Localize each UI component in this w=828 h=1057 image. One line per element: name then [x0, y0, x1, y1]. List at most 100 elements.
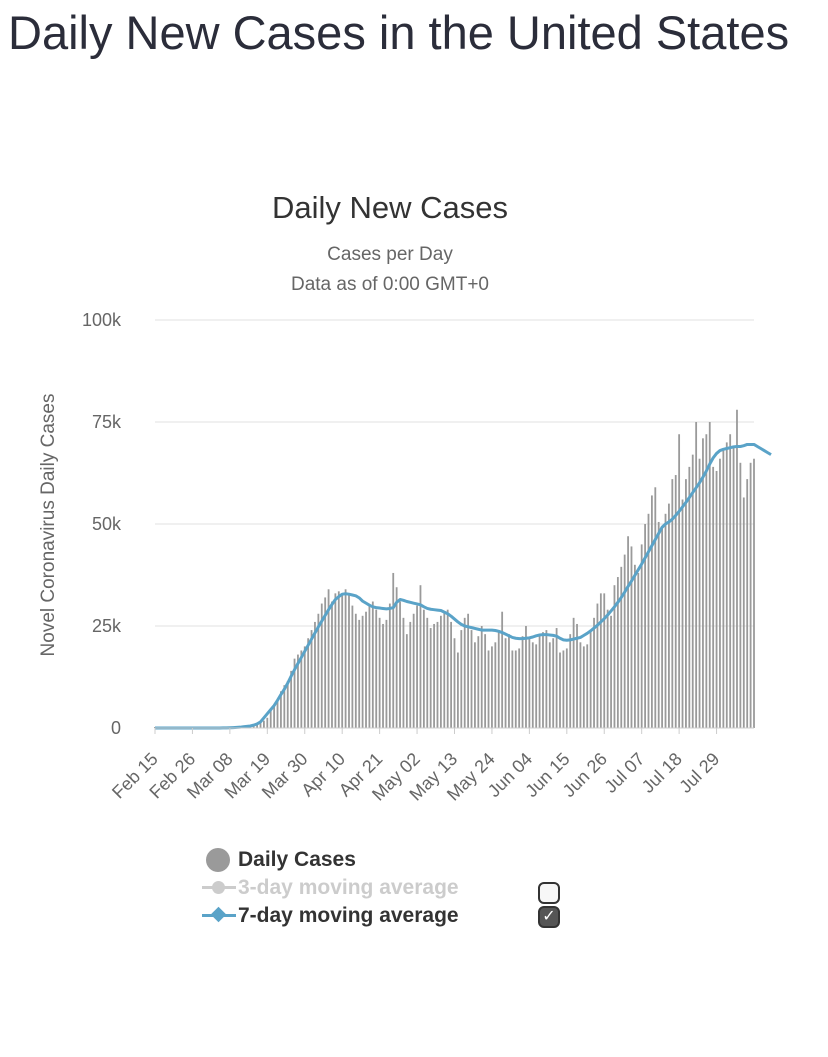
x-tick-label: Jul 29	[675, 749, 723, 797]
checkbox-3-day-average[interactable]	[538, 882, 560, 904]
daily-cases-bar	[426, 617, 429, 728]
chart-subtitle: Cases per Day	[327, 244, 453, 265]
daily-cases-bar	[286, 681, 289, 728]
daily-cases-bar	[708, 422, 711, 728]
legend-item-daily-cases[interactable]: Daily Cases	[200, 846, 600, 874]
daily-cases-bar	[623, 554, 626, 728]
daily-cases-bar	[283, 685, 286, 728]
daily-cases-bar	[521, 636, 524, 728]
daily-cases-bar	[259, 723, 262, 728]
daily-cases-bar	[395, 587, 398, 728]
daily-cases-bar	[722, 450, 725, 728]
daily-cases-bar	[457, 652, 459, 728]
daily-cases-bar	[463, 617, 466, 728]
daily-cases-bar	[487, 650, 490, 728]
legend-item-7-day-average[interactable]: 7-day moving average ✓	[200, 902, 600, 930]
daily-cases-bar	[633, 564, 636, 728]
daily-cases-bar	[637, 572, 640, 728]
daily-cases-bar	[501, 611, 504, 728]
daily-cases-bar	[419, 585, 422, 728]
daily-cases-bar	[310, 630, 313, 728]
daily-cases-bar	[354, 613, 357, 728]
grid-lines	[155, 319, 754, 627]
daily-cases-bar	[504, 638, 507, 728]
daily-cases-bar	[664, 513, 667, 728]
daily-cases-bar	[480, 626, 483, 728]
page-title: Daily New Cases in the United States	[8, 6, 790, 59]
daily-cases-bar	[399, 601, 401, 728]
daily-cases-bar	[508, 634, 510, 728]
daily-cases-bar	[256, 723, 259, 728]
daily-cases-bar	[470, 630, 473, 728]
daily-cases-bar	[603, 593, 606, 728]
daily-cases-bar	[644, 524, 646, 728]
daily-cases-bar	[681, 499, 684, 728]
daily-cases-bar	[535, 644, 538, 728]
y-tick-label: 0	[111, 718, 121, 738]
daily-cases-bar	[695, 422, 698, 728]
daily-cases-bar	[630, 546, 633, 728]
legend-line-dot-icon	[200, 874, 238, 902]
daily-cases-bar	[368, 605, 371, 728]
y-axis-ticks: 0 25k 50k 75k 100k	[82, 310, 122, 738]
daily-cases-bar	[450, 621, 452, 728]
daily-cases-bar	[525, 626, 527, 728]
daily-cases-bar	[715, 470, 718, 728]
daily-cases-bar	[388, 603, 391, 728]
daily-cases-bar	[392, 572, 395, 728]
daily-cases-bar	[736, 409, 738, 728]
daily-cases-bar	[678, 434, 681, 728]
chart-title: Daily New Cases	[272, 190, 508, 225]
daily-cases-bar	[742, 497, 745, 728]
daily-cases-bar	[586, 644, 589, 728]
daily-cases-bar	[593, 617, 595, 728]
daily-cases-bar	[334, 593, 337, 728]
chart-subtitle-2: Data as of 0:00 GMT+0	[291, 274, 489, 295]
daily-cases-bar	[548, 642, 551, 728]
daily-cases-bar	[290, 670, 293, 728]
legend-item-3-day-average[interactable]: 3-day moving average	[200, 874, 600, 904]
daily-cases-bar	[314, 621, 316, 728]
daily-cases-bar	[331, 601, 333, 728]
daily-cases-bar	[446, 609, 449, 728]
daily-cases-bar	[514, 650, 517, 728]
daily-cases-bar	[348, 593, 350, 728]
daily-cases-bar	[491, 646, 493, 728]
y-tick-label: 100k	[82, 310, 122, 330]
daily-cases-bar	[358, 619, 361, 728]
daily-cases-bar	[422, 609, 425, 728]
daily-cases-bar	[276, 699, 279, 728]
daily-cases-bar	[405, 634, 408, 728]
daily-cases-bar	[606, 609, 609, 728]
checkbox-7-day-average[interactable]: ✓	[538, 906, 560, 928]
daily-cases-bar	[351, 605, 354, 728]
daily-cases-bar	[477, 636, 480, 728]
daily-cases-bar	[528, 638, 531, 728]
daily-cases-bar	[263, 720, 265, 728]
daily-cases-bar	[378, 617, 381, 728]
daily-cases-bar	[273, 705, 276, 728]
daily-cases-bar	[341, 593, 344, 728]
legend: Daily Cases 3-day moving average 7-day m…	[200, 846, 600, 930]
daily-cases-bar	[565, 648, 568, 728]
daily-cases-bar	[559, 652, 561, 728]
daily-cases-bar	[719, 458, 721, 728]
daily-cases-bar	[712, 466, 715, 728]
daily-cases-bar	[620, 566, 623, 728]
daily-cases-bar	[293, 658, 296, 728]
daily-cases-bar	[361, 615, 364, 728]
daily-cases-bar	[576, 623, 578, 728]
daily-cases-bar	[688, 466, 691, 728]
daily-cases-bar	[668, 503, 670, 728]
daily-cases-bar	[416, 605, 418, 728]
daily-cases-bar	[753, 458, 755, 728]
daily-cases-bar	[654, 487, 657, 728]
daily-cases-bar	[402, 617, 405, 728]
daily-cases-bar	[382, 623, 384, 728]
y-axis-title: Novel Coronavirus Daily Cases	[38, 394, 59, 657]
daily-cases-bar	[674, 475, 677, 728]
daily-cases-bar	[691, 454, 694, 728]
daily-cases-bar	[484, 634, 487, 728]
